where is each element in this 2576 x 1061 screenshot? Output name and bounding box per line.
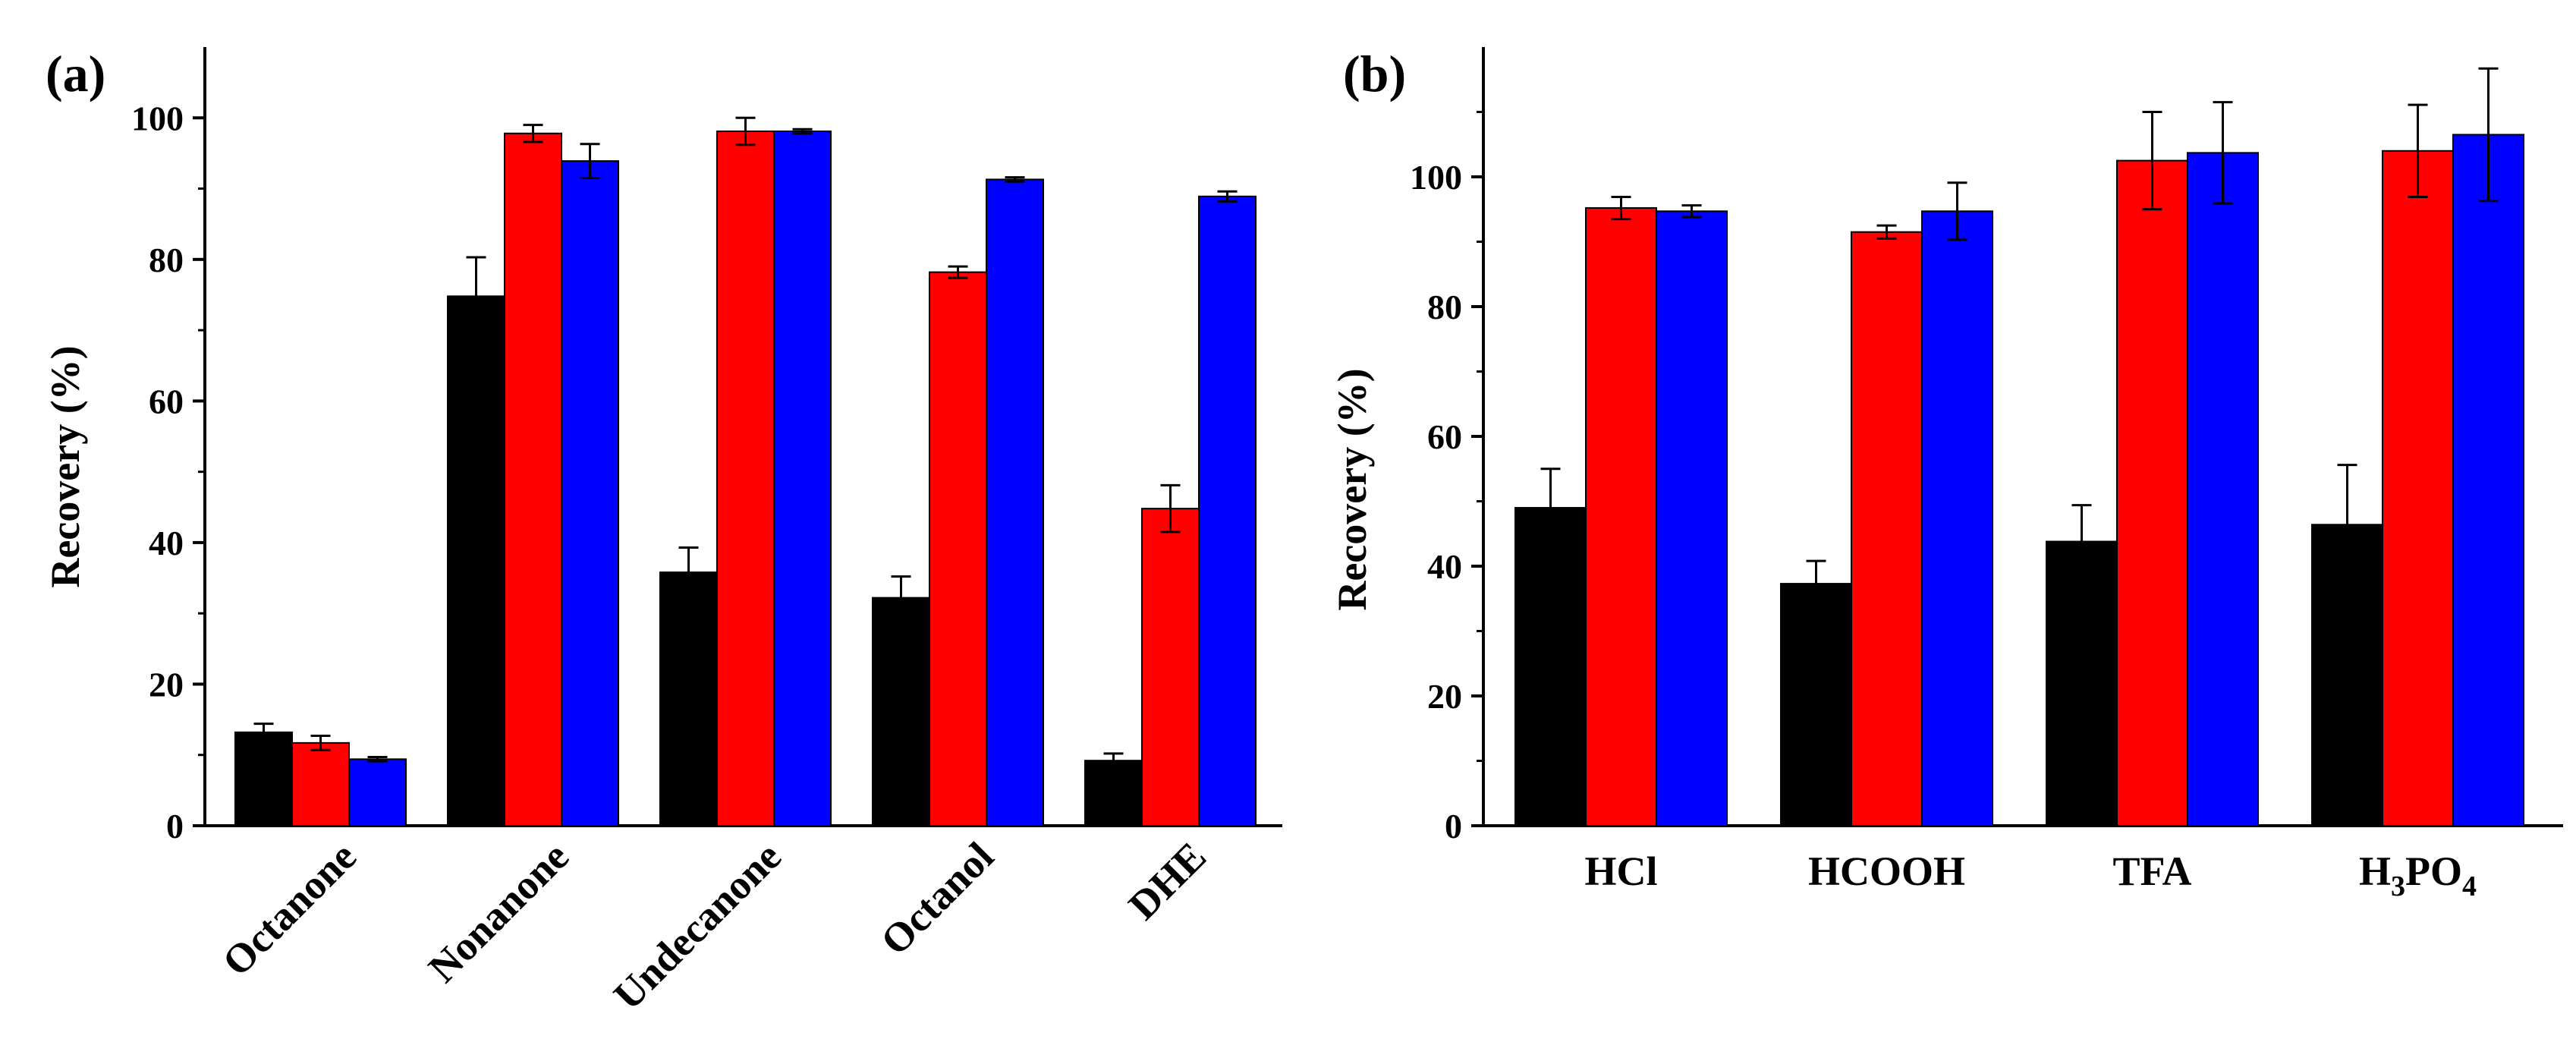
y-tick-label: 80 (149, 241, 184, 279)
chart-panel-a: (a) Recovery (%) 0 20 40 60 80 100 Octanone Non… (42, 45, 1282, 1018)
bar-series-2-Undecanone (716, 130, 775, 826)
x-tick-label: Octanol (872, 833, 1002, 964)
y-tick-label: 100 (1410, 158, 1462, 197)
bar-series-2-Octanone (291, 741, 350, 826)
x-tick-label: HCOOH (1808, 848, 1965, 894)
bar-series-2-TFA (2116, 159, 2188, 826)
bar-series-3-DHE (1198, 195, 1257, 826)
bar-series-3-Octanone (348, 758, 407, 826)
bar-series-2-Nonanone (504, 132, 562, 826)
x-tick-label: Undecanone (605, 833, 790, 1018)
panel-label-a: (a) (46, 45, 105, 102)
bar-series-1-DHE (1084, 760, 1143, 826)
y-tick-label: 80 (1427, 288, 1462, 326)
y-tick-label: 60 (1427, 417, 1462, 456)
panel-label-b: (b) (1343, 45, 1406, 102)
bar-series-1-Nonanone (447, 295, 505, 826)
bar-series-1-HCl (1514, 507, 1587, 826)
y-tick-label: 0 (1445, 807, 1462, 845)
bar-series-2-HCOOH (1851, 231, 1923, 826)
x-tick-label: TFA (2113, 848, 2192, 894)
y-axis-title-a: Recovery (%) (42, 345, 88, 587)
x-tick-label: Nonanone (420, 833, 577, 991)
bar-series-3-HCl (1656, 210, 1728, 826)
bar-series-2-Octanol (929, 271, 987, 826)
y-tick-label: 100 (131, 99, 184, 137)
bar-series-3-Octanol (986, 178, 1044, 827)
x-tick-label: H3PO4 (2359, 848, 2477, 902)
y-tick-label: 60 (149, 382, 184, 420)
bar-series-3-Nonanone (561, 160, 619, 827)
bar-series-3-Undecanone (773, 130, 832, 826)
chart-panel-b: (b) Recovery (%) 0 20 40 60 80 100 HCl HCOOH TFA… (1329, 45, 2563, 902)
y-tick-label: 0 (166, 807, 184, 845)
x-tick-label: HCl (1584, 848, 1657, 894)
bar-series-2-HCl (1585, 207, 1657, 827)
bar-series-1-HCOOH (1780, 583, 1852, 827)
y-tick-label: 20 (1427, 677, 1462, 716)
bar-series-2-H3PO4 (2382, 150, 2454, 827)
bar-series-3-HCOOH (1921, 210, 1993, 826)
y-axis-title-b: Recovery (%) (1329, 368, 1375, 610)
x-tick-label: Octanone (214, 833, 365, 984)
bar-series-2-DHE (1141, 508, 1200, 826)
y-tick-label: 40 (1427, 547, 1462, 586)
bar-series-1-Octanol (872, 597, 930, 826)
bar-series-3-H3PO4 (2452, 134, 2524, 827)
bar-series-3-TFA (2187, 152, 2259, 827)
x-tick-label: DHE (1120, 833, 1215, 928)
bar-series-1-Undecanone (659, 571, 718, 826)
y-tick-label: 40 (149, 524, 184, 562)
y-tick-label: 20 (149, 665, 184, 704)
bar-series-1-TFA (2046, 540, 2118, 826)
bar-series-1-Octanone (234, 731, 293, 827)
